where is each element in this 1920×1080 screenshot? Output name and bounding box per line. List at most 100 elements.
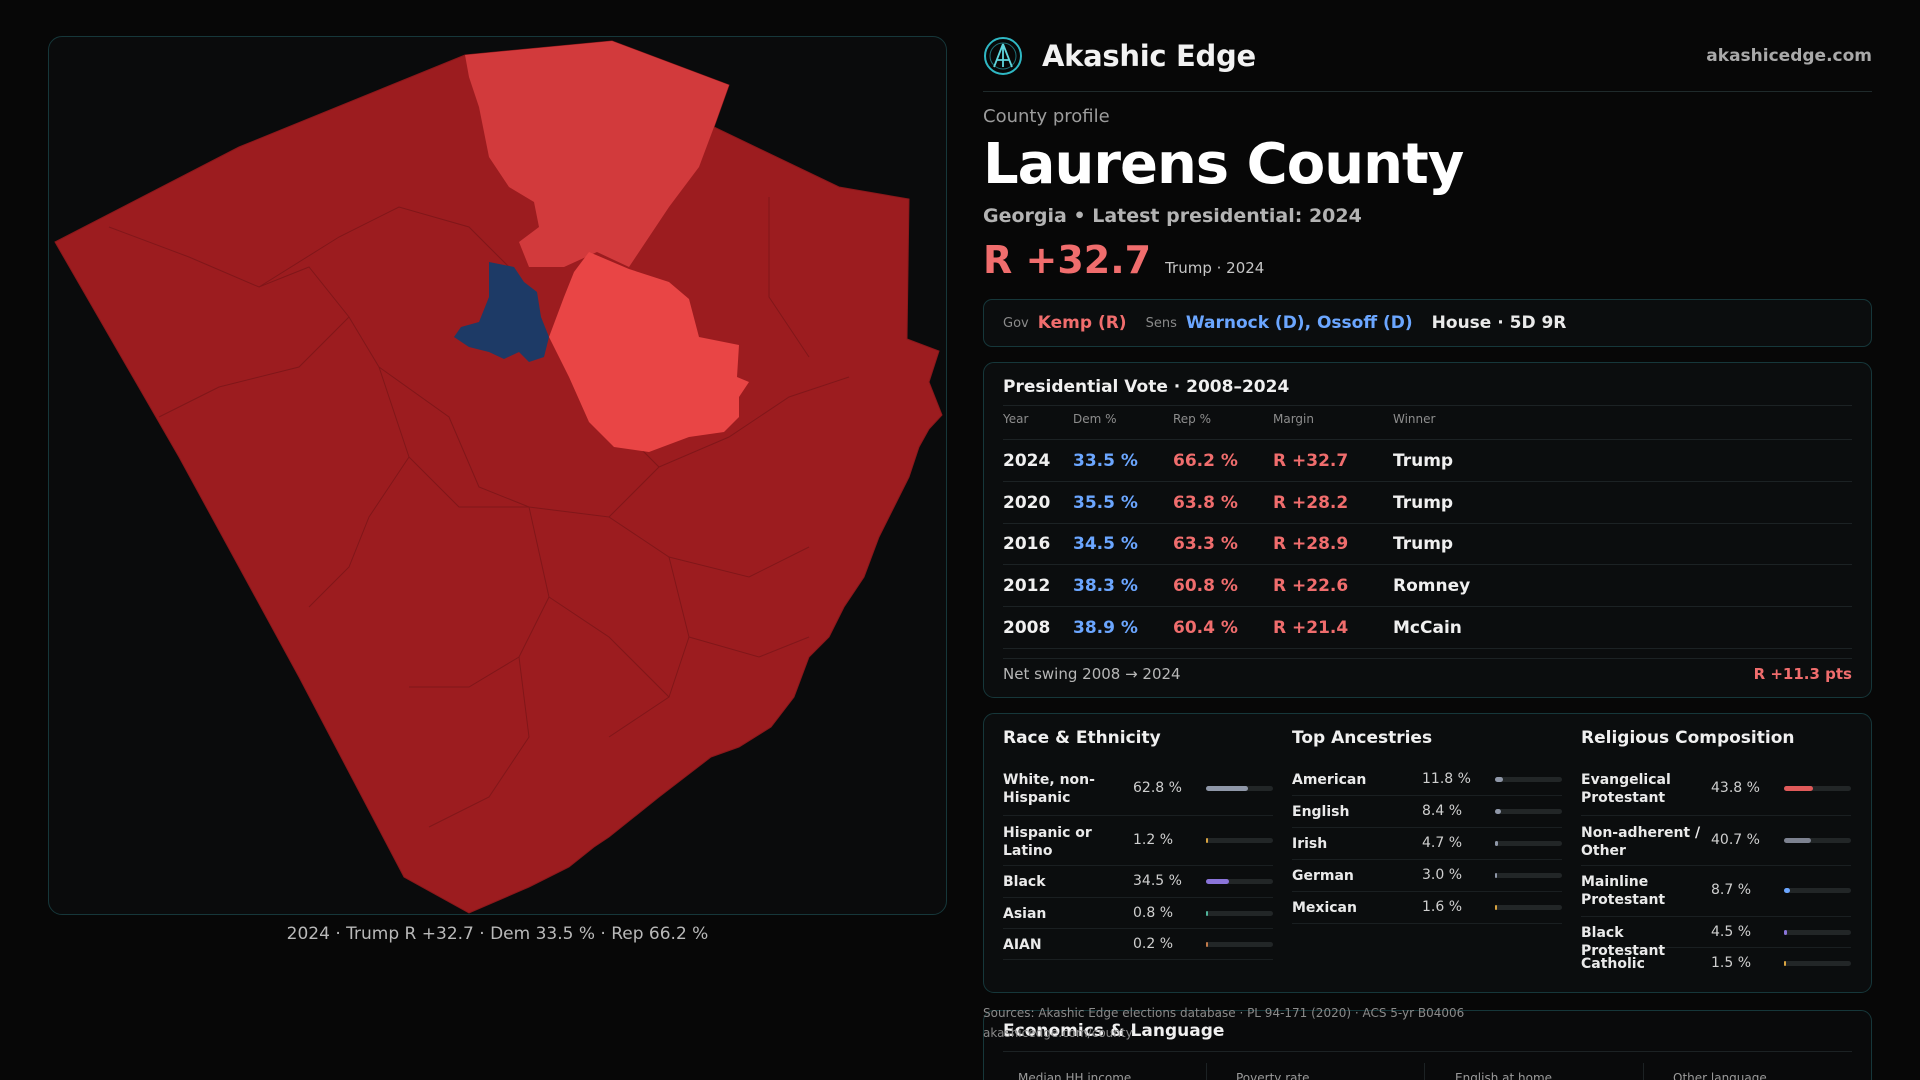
- list-item: White, non-Hispanic 62.8 %: [1003, 764, 1273, 816]
- list-item: Non-adherent / Other 40.7 %: [1581, 816, 1851, 866]
- race-label: Black: [1003, 874, 1046, 890]
- race-pct: 0.2 %: [1133, 936, 1174, 952]
- col-header-winner: Winner: [1393, 412, 1436, 426]
- divider: [1003, 481, 1852, 482]
- ancestry-bar: [1495, 809, 1562, 814]
- net-swing-value: R +11.3 pts: [1753, 665, 1852, 683]
- religion-bar-fill: [1784, 838, 1812, 843]
- religion-bar-fill: [1784, 786, 1814, 791]
- race-pct: 62.8 %: [1133, 780, 1182, 796]
- precinct-region-north[interactable]: [465, 41, 729, 267]
- race-title: Race & Ethnicity: [1003, 728, 1161, 748]
- table-row[interactable]: 2024 33.5 % 66.2 % R +32.7 Trump: [984, 441, 1871, 483]
- officials-bar: Gov Kemp (R) Sens Warnock (D), Ossoff (D…: [983, 299, 1872, 347]
- list-item: Irish 4.7 %: [1292, 828, 1562, 860]
- col-header-margin: Margin: [1273, 412, 1314, 426]
- divider: [1003, 523, 1852, 524]
- cell-year: 2024: [1003, 451, 1051, 471]
- headline-margin-note: Trump · 2024: [1165, 259, 1265, 277]
- ancestry-label: American: [1292, 772, 1367, 788]
- list-item: Mexican 1.6 %: [1292, 892, 1562, 924]
- table-row[interactable]: 2008 38.9 % 60.4 % R +21.4 McCain: [984, 608, 1871, 650]
- county-profile-panel: Akashic Edge akashicedge.com County prof…: [983, 0, 1872, 1080]
- divider: [1003, 1051, 1852, 1052]
- divider: [1003, 439, 1852, 440]
- econ-tile-other-language: Other language: [1673, 1071, 1767, 1080]
- cell-dem: 35.5 %: [1073, 493, 1138, 513]
- brand[interactable]: Akashic Edge: [983, 36, 1256, 76]
- ancestry-bar: [1495, 905, 1562, 910]
- headline-margin: R +32.7 Trump · 2024: [983, 238, 1264, 282]
- precinct-region-dem[interactable]: [454, 262, 549, 362]
- econ-tile-income: Median HH income: [1018, 1071, 1132, 1080]
- table-row[interactable]: 2016 34.5 % 63.3 % R +28.9 Trump: [984, 524, 1871, 566]
- list-item: German 3.0 %: [1292, 860, 1562, 892]
- divider: [1424, 1063, 1425, 1080]
- religion-label: Catholic: [1581, 956, 1645, 972]
- page-subtitle: Georgia • Latest presidential: 2024: [983, 205, 1362, 227]
- cell-year: 2008: [1003, 618, 1051, 638]
- col-header-year: Year: [1003, 412, 1029, 426]
- cell-winner: Romney: [1393, 576, 1471, 596]
- list-item: AIAN 0.2 %: [1003, 929, 1273, 960]
- governor-value: Kemp (R): [1037, 313, 1127, 333]
- cell-margin: R +28.2: [1273, 493, 1349, 513]
- religion-label: Black Protestant: [1581, 925, 1666, 959]
- divider: [1003, 405, 1852, 406]
- race-bar-fill: [1206, 911, 1208, 916]
- ancestry-bar-fill: [1495, 873, 1497, 878]
- cell-rep: 60.8 %: [1173, 576, 1238, 596]
- cell-rep: 66.2 %: [1173, 451, 1238, 471]
- sources-url[interactable]: akashicedge.com/county: [983, 1026, 1133, 1040]
- list-item: Black 34.5 %: [1003, 866, 1273, 898]
- precinct-map[interactable]: [48, 36, 947, 915]
- econ-tile-english: English at home: [1455, 1071, 1553, 1080]
- race-bar: [1206, 879, 1273, 884]
- economics-title: Economics & Language: [1003, 1021, 1225, 1041]
- divider: [1003, 658, 1852, 659]
- cell-margin: R +32.7: [1273, 451, 1349, 471]
- race-bar: [1206, 911, 1273, 916]
- ancestry-pct: 1.6 %: [1422, 899, 1463, 915]
- econ-tile-poverty: Poverty rate: [1236, 1071, 1310, 1080]
- cell-winner: Trump: [1393, 451, 1454, 471]
- table-row[interactable]: 2020 35.5 % 63.8 % R +28.2 Trump: [984, 483, 1871, 525]
- ancestry-bar-fill: [1495, 809, 1501, 814]
- header-divider: [983, 91, 1872, 92]
- ancestry-bar-fill: [1495, 905, 1497, 910]
- cell-year: 2016: [1003, 534, 1051, 554]
- race-pct: 34.5 %: [1133, 873, 1182, 889]
- cell-dem: 38.3 %: [1073, 576, 1138, 596]
- list-item: American 11.8 %: [1292, 764, 1562, 796]
- religion-bar-fill: [1784, 961, 1786, 966]
- page-title: Laurens County: [983, 132, 1464, 197]
- religion-label: Non-adherent / Other: [1581, 825, 1701, 859]
- ancestry-bar: [1495, 777, 1562, 782]
- race-pct: 1.2 %: [1133, 832, 1174, 848]
- presidential-title: Presidential Vote · 2008–2024: [1003, 377, 1290, 397]
- precinct-region-center[interactable]: [549, 252, 749, 452]
- race-bar: [1206, 786, 1273, 791]
- precinct-region-main[interactable]: [54, 40, 943, 914]
- religion-pct: 1.5 %: [1711, 955, 1752, 971]
- race-label: AIAN: [1003, 937, 1042, 953]
- net-swing-label: Net swing 2008 → 2024: [1003, 665, 1181, 683]
- ancestry-pct: 3.0 %: [1422, 867, 1463, 883]
- ancestry-bar-fill: [1495, 841, 1499, 846]
- ancestry-bar: [1495, 873, 1562, 878]
- ancestry-title: Top Ancestries: [1292, 728, 1433, 748]
- ancestry-bar: [1495, 841, 1562, 846]
- precinct-map-svg[interactable]: [49, 37, 947, 915]
- brand-url-link[interactable]: akashicedge.com: [1706, 46, 1872, 66]
- religion-title: Religious Composition: [1581, 728, 1795, 748]
- ancestry-label: Mexican: [1292, 900, 1357, 916]
- religion-pct: 8.7 %: [1711, 882, 1752, 898]
- sens-label: Sens: [1145, 315, 1177, 331]
- race-bar-fill: [1206, 879, 1230, 884]
- table-row[interactable]: 2012 38.3 % 60.8 % R +22.6 Romney: [984, 566, 1871, 608]
- cell-rep: 60.4 %: [1173, 618, 1238, 638]
- religion-bar: [1784, 838, 1851, 843]
- cell-winner: Trump: [1393, 534, 1454, 554]
- religion-label: Mainline Protestant: [1581, 874, 1666, 908]
- cell-winner: McCain: [1393, 618, 1462, 638]
